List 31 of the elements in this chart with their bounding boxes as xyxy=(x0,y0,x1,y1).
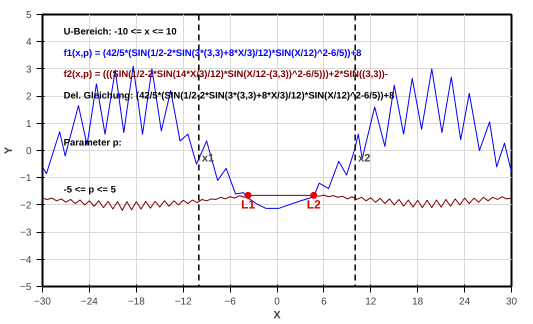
y-tick-label: −4 xyxy=(20,254,32,266)
annotation: L1 xyxy=(241,197,256,212)
y-tick-label: −2 xyxy=(20,200,32,212)
x-tick-label: 6 xyxy=(321,296,328,308)
y-tick-label: −5 xyxy=(20,282,32,293)
y-tick-label: 3 xyxy=(26,64,32,76)
x-tick-label: −24 xyxy=(80,296,98,308)
annotation: -5 <= p <= 5 xyxy=(64,184,117,196)
y-tick-label: −1 xyxy=(20,173,32,184)
annotation: U-Bereich: -10 <= x <= 10 xyxy=(64,26,177,38)
x-tick-label: −12 xyxy=(174,296,192,308)
x-tick-label: −18 xyxy=(128,296,146,308)
x-tick-label: 12 xyxy=(365,296,377,308)
text: f1(x,p) = (42/5*(SIN(1/2-2*SIN(3*(3,3)+8*X/3)/12)*SIN(X/12)^2-6/5))+8 xyxy=(64,48,362,59)
x-tick-label: −30 xyxy=(34,296,52,308)
y-tick-label: 2 xyxy=(26,92,32,103)
y-axis-title: Y xyxy=(3,146,16,154)
annotation: L2 xyxy=(306,197,322,212)
ref-line-label: x2 xyxy=(358,152,370,164)
x-tick-label: 0 xyxy=(274,296,280,308)
line-series xyxy=(42,66,512,209)
y-tick-label: 5 xyxy=(26,10,32,21)
x-tick-label: 24 xyxy=(459,296,471,308)
x-tick-label: 18 xyxy=(412,296,424,308)
x-tick-label: 30 xyxy=(506,296,518,308)
x-axis-title: X xyxy=(273,310,282,322)
y-tick-label: 0 xyxy=(26,146,32,157)
x-tick-label: −6 xyxy=(224,296,236,308)
y-tick-label: 4 xyxy=(26,37,32,48)
y-tick-label: −3 xyxy=(20,228,32,239)
y-tick-label: 1 xyxy=(26,118,32,130)
